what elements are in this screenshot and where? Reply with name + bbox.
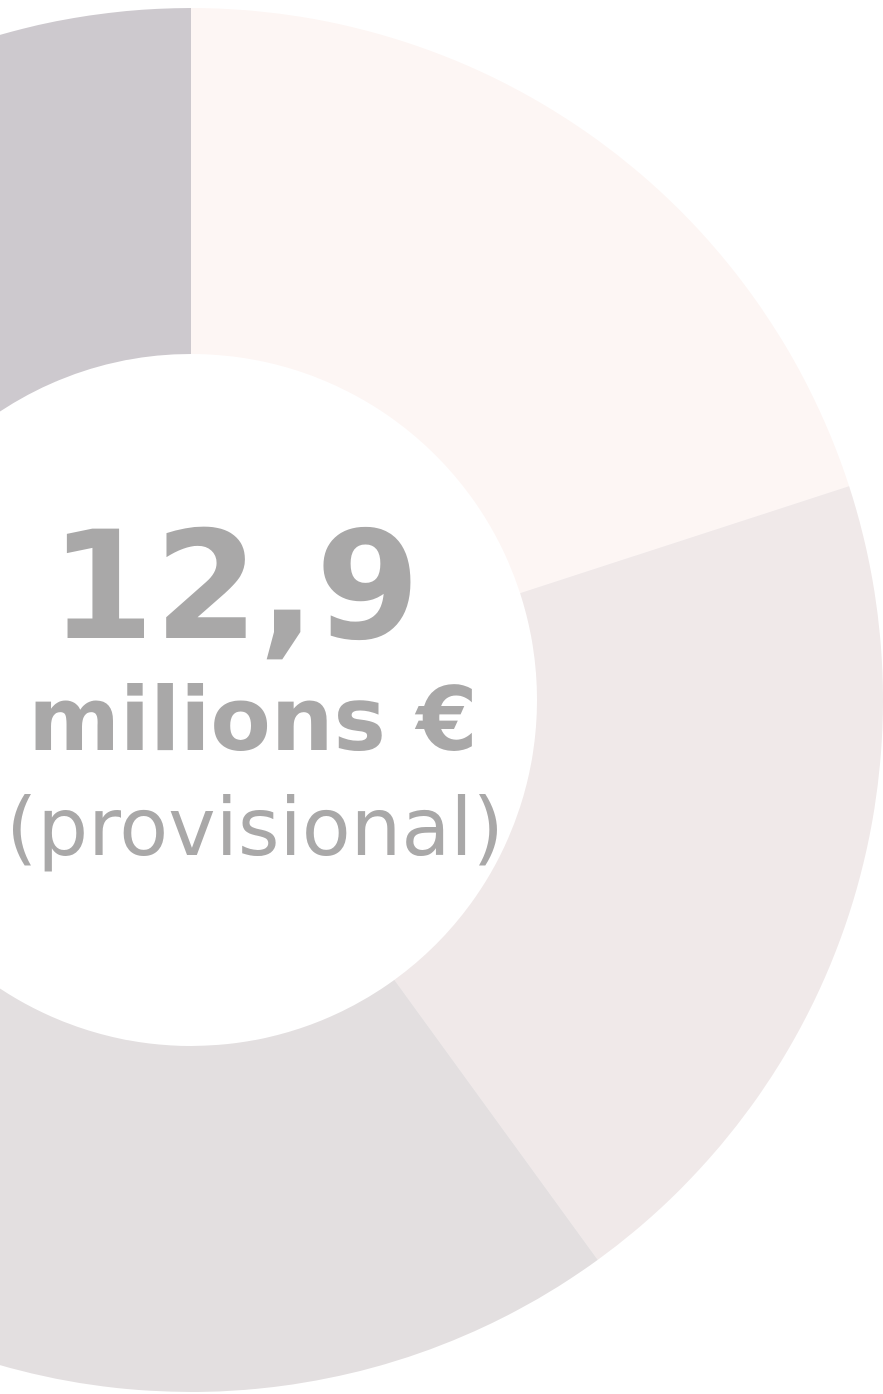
center-unit: milions € (28, 668, 478, 771)
donut-segment (191, 8, 850, 594)
donut-segment (0, 979, 598, 1392)
center-note: (provisional) (6, 781, 504, 874)
donut-segment (394, 486, 883, 1260)
donut (0, 8, 883, 1392)
donut-segment (0, 8, 191, 412)
center-value: 12,9 (50, 500, 420, 674)
